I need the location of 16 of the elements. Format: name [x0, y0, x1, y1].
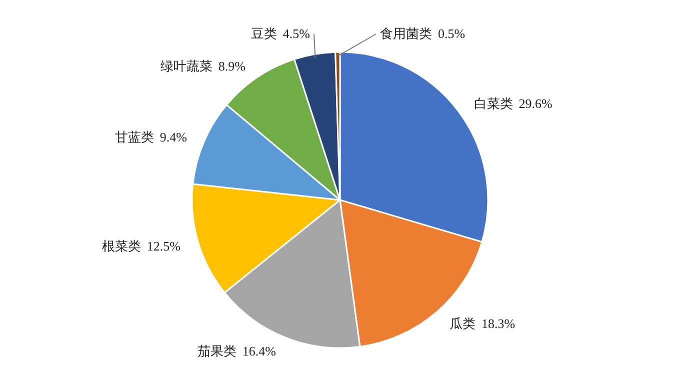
slice-label: 根菜类: [102, 238, 141, 254]
slice-label: 白菜类: [474, 96, 513, 112]
data-label: 16.4%: [242, 343, 276, 358]
slice-label: 绿叶蔬菜: [160, 58, 212, 74]
slice-label: 茄果类: [197, 343, 236, 358]
slice-label: 豆类: [250, 26, 277, 41]
slice-label: 食用菌类: [380, 26, 432, 41]
data-label: 4.5%: [282, 26, 310, 41]
data-label: 29.6%: [518, 96, 553, 112]
data-label: 8.9%: [218, 58, 246, 74]
slice-label: 瓜类: [450, 316, 476, 331]
data-label: 9.4%: [160, 129, 188, 144]
slice-label: 甘蓝类: [114, 129, 154, 144]
data-label: 12.5%: [146, 238, 181, 254]
data-label: 18.3%: [482, 316, 516, 331]
data-label: 0.5%: [438, 26, 466, 41]
